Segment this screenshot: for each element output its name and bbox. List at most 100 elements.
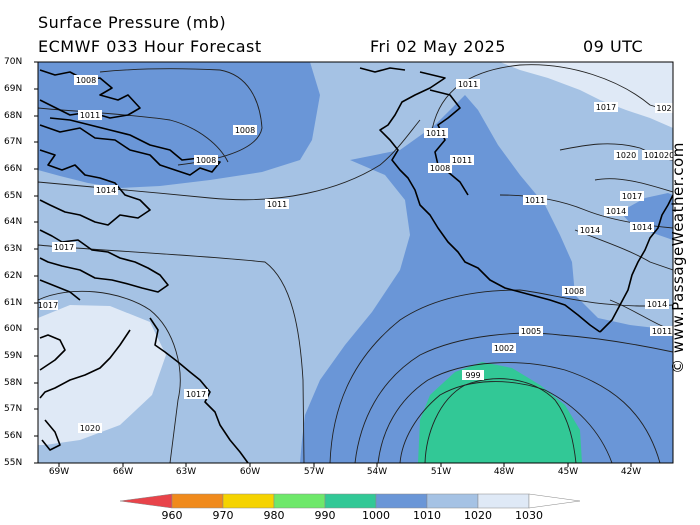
colorbar-segment-990 (273, 493, 326, 509)
lat-label: 59N (4, 351, 23, 361)
svg-text:1017: 1017 (38, 301, 58, 310)
isobar-label: 1011 (650, 326, 673, 336)
svg-text:1011: 1011 (267, 200, 287, 209)
colorbar-segment-1010 (375, 493, 428, 509)
svg-text:1011: 1011 (458, 80, 478, 89)
isobar-label: 102 (655, 103, 673, 113)
lon-label: 54W (366, 467, 388, 477)
colorbar-tick-label: 990 (314, 509, 336, 522)
svg-text:1017: 1017 (54, 243, 74, 252)
svg-text:1011: 1011 (652, 327, 672, 336)
colorbar-tick-label: 1020 (464, 509, 492, 522)
isobar-label: 1017 (620, 191, 644, 201)
colorbar-segment-970 (171, 493, 224, 509)
isobar-label: 1008 (74, 75, 98, 85)
svg-text:1020: 1020 (616, 151, 636, 160)
isobar-label: 1008 (233, 125, 257, 135)
svg-text:1014: 1014 (632, 223, 652, 232)
lat-label: 55N (4, 458, 23, 468)
lat-label: 63N (4, 244, 23, 254)
lat-label: 68N (4, 111, 23, 121)
isobar-label: 1017 (52, 242, 76, 252)
pressure-band-1000-1010-nw (38, 62, 320, 188)
lat-label: 70N (4, 57, 23, 67)
isobar-label: 1011 (265, 199, 289, 209)
isobar-label: 1020 (614, 150, 638, 160)
site-credit: © www.PassageWeather.com (669, 142, 687, 374)
colorbar-tick-label: 960 (161, 509, 183, 522)
colorbar-tick-label: 970 (212, 509, 234, 522)
axis-ticks (34, 61, 632, 467)
lat-label: 60N (4, 324, 23, 334)
forecast-time: 09 UTC (583, 37, 644, 56)
lon-label: 57W (303, 467, 325, 477)
colorbar-segment-960 (119, 493, 173, 509)
isobar-label: 1011 (456, 79, 480, 89)
colorbar-tick-label: 1010 (413, 509, 441, 522)
svg-text:1008: 1008 (196, 156, 216, 165)
map-title: Surface Pressure (mb) (38, 13, 227, 32)
forecast-model: ECMWF 033 Hour Forecast (38, 37, 262, 56)
svg-text:1008: 1008 (430, 164, 450, 173)
svg-text:1017: 1017 (622, 192, 642, 201)
colorbar-segment-1020 (426, 493, 479, 509)
svg-text:1020: 1020 (654, 151, 674, 160)
isobar-label: 1020 (78, 423, 102, 433)
lat-label: 66N (4, 164, 23, 174)
lat-label: 56N (4, 431, 23, 441)
isobar-label: 1014 (578, 225, 602, 235)
svg-text:1008: 1008 (235, 126, 255, 135)
lat-label: 57N (4, 404, 23, 414)
colorbar (119, 493, 581, 509)
svg-text:1017: 1017 (186, 390, 206, 399)
isobar-label: 1011 (424, 128, 448, 138)
isobar-label: 1008 (562, 286, 586, 296)
lat-label: 62N (4, 271, 23, 281)
colorbar-tick-label: 980 (263, 509, 285, 522)
lon-label: 60W (239, 467, 261, 477)
isobar-label: 1020 (654, 150, 674, 160)
isobar-label: 1017 (38, 300, 58, 310)
lon-label: 42W (620, 467, 642, 477)
svg-text:1008: 1008 (564, 287, 584, 296)
map-frame (37, 61, 674, 464)
isobar-label: 1011 (450, 155, 474, 165)
svg-text:1011: 1011 (525, 196, 545, 205)
colorbar-tick-label: 1030 (515, 509, 543, 522)
lon-label: 69W (48, 467, 70, 477)
isobar-label: 999 (462, 370, 484, 380)
lat-label: 61N (4, 298, 23, 308)
svg-text:102: 102 (656, 104, 671, 113)
isobar-label: 1014 (630, 222, 654, 232)
isobar-label: 1017 (184, 389, 208, 399)
isobar-label: 1014 (604, 206, 628, 216)
svg-text:1014: 1014 (580, 226, 600, 235)
isobar-label: 1002 (492, 343, 516, 353)
lon-label: 63W (175, 467, 197, 477)
colorbar-segment-980 (222, 493, 275, 509)
lat-label: 58N (4, 378, 23, 388)
svg-text:1011: 1011 (426, 129, 446, 138)
svg-text:1014: 1014 (96, 186, 116, 195)
isobar-label: 1008 (194, 155, 218, 165)
isobar-label: 1011 (523, 195, 547, 205)
isobar-label: 1017 (594, 102, 618, 112)
svg-text:1020: 1020 (644, 151, 664, 160)
isobar-label: 1020 (642, 150, 666, 160)
pressure-band-1000-1010-east (620, 193, 673, 240)
isobar-label: 1005 (519, 326, 543, 336)
svg-text:1014: 1014 (606, 207, 626, 216)
lat-label: 64N (4, 217, 23, 227)
svg-text:1017: 1017 (596, 103, 616, 112)
svg-text:1011: 1011 (452, 156, 472, 165)
lon-label: 48W (493, 467, 515, 477)
svg-text:999: 999 (465, 371, 480, 380)
isobar-label: 1014 (645, 299, 669, 309)
colorbar-segment-1000 (324, 493, 377, 509)
lat-label: 67N (4, 137, 23, 147)
lat-label: 65N (4, 191, 23, 201)
lon-label: 51W (430, 467, 452, 477)
pressure-band-1020-1030-sw (38, 305, 166, 445)
colorbar-tick-label: 1000 (362, 509, 390, 522)
